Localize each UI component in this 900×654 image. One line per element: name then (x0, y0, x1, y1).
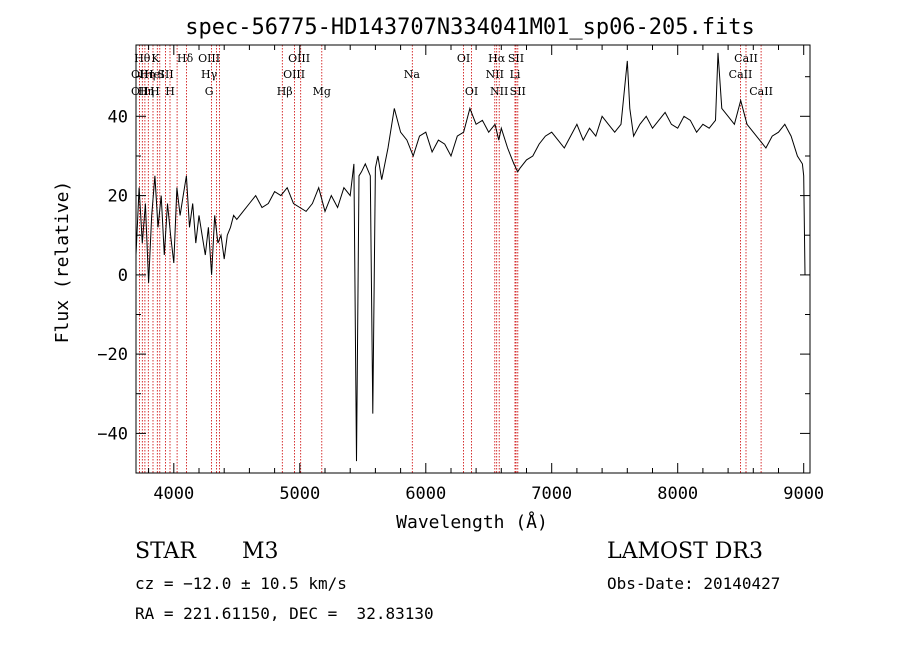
line-label: OI (465, 85, 478, 98)
line-label: Hδ (177, 52, 194, 65)
ticks-layer: 4000 5000 6000 7000 8000 9000 −40 −20 0 20 40 (97, 45, 824, 504)
line-label: Hγ (201, 68, 218, 81)
line-label: SII (157, 68, 173, 81)
y-tick-label: −20 (97, 345, 128, 365)
series-layer (135, 52, 806, 462)
x-tick-label: 5000 (279, 484, 320, 504)
line-label: K (151, 52, 160, 65)
line-label: NII (490, 85, 508, 98)
line-label: CaII (734, 52, 758, 65)
y-tick-label: 40 (108, 107, 128, 127)
x-tick-label: 6000 (405, 484, 446, 504)
y-tick-label: 20 (108, 187, 128, 207)
line-label: SII (510, 85, 526, 98)
line-label: Hα (488, 52, 506, 65)
object-class: STAR (135, 539, 196, 564)
line-label: Hβ (277, 85, 293, 98)
line-label: OIII (283, 68, 305, 81)
x-tick-label: 4000 (153, 484, 194, 504)
chart-title: spec-56775-HD143707N334041M01_sp06-205.f… (185, 15, 755, 40)
line-label: OI (457, 52, 470, 65)
marker-lines-layer (138, 45, 762, 473)
line-label: CaII (749, 85, 773, 98)
line-label: OII (131, 85, 149, 98)
line-label: NII (486, 68, 504, 81)
line-label: Mg (313, 85, 331, 98)
line-label: Hη (139, 68, 155, 81)
line-label: HeI (144, 68, 164, 81)
x-tick-label: 7000 (531, 484, 572, 504)
line-label: G (205, 85, 214, 98)
line-label: OIII (288, 52, 310, 65)
line-label: Hθ (134, 52, 151, 65)
survey-name: LAMOST DR3 (607, 539, 763, 564)
x-tick-label: 8000 (657, 484, 698, 504)
line-label: SII (508, 52, 524, 65)
redshift-velocity: cz = −12.0 ± 10.5 km/s (135, 574, 347, 593)
line-label: H (165, 85, 175, 98)
line-label: H (150, 85, 160, 98)
line-label: OIII (198, 52, 220, 65)
object-subclass: M3 (242, 539, 279, 564)
line-label: Na (404, 68, 421, 81)
line-label: Hη (138, 85, 154, 98)
x-tick-label: 9000 (783, 484, 824, 504)
spectrum-series-line (135, 52, 806, 462)
plot-frame (135, 44, 811, 474)
line-label: OII (131, 68, 149, 81)
coordinates: RA = 221.61150, DEC = 32.83130 (135, 604, 434, 623)
y-axis-label: Flux (relative) (52, 181, 73, 344)
observation-date: Obs-Date: 20140427 (607, 574, 781, 593)
y-tick-label: 0 (118, 266, 128, 286)
line-label: Li (510, 68, 521, 81)
line-label: CaII (729, 68, 753, 81)
x-axis-label: Wavelength (Å) (396, 511, 548, 533)
y-tick-label: −40 (97, 424, 128, 444)
